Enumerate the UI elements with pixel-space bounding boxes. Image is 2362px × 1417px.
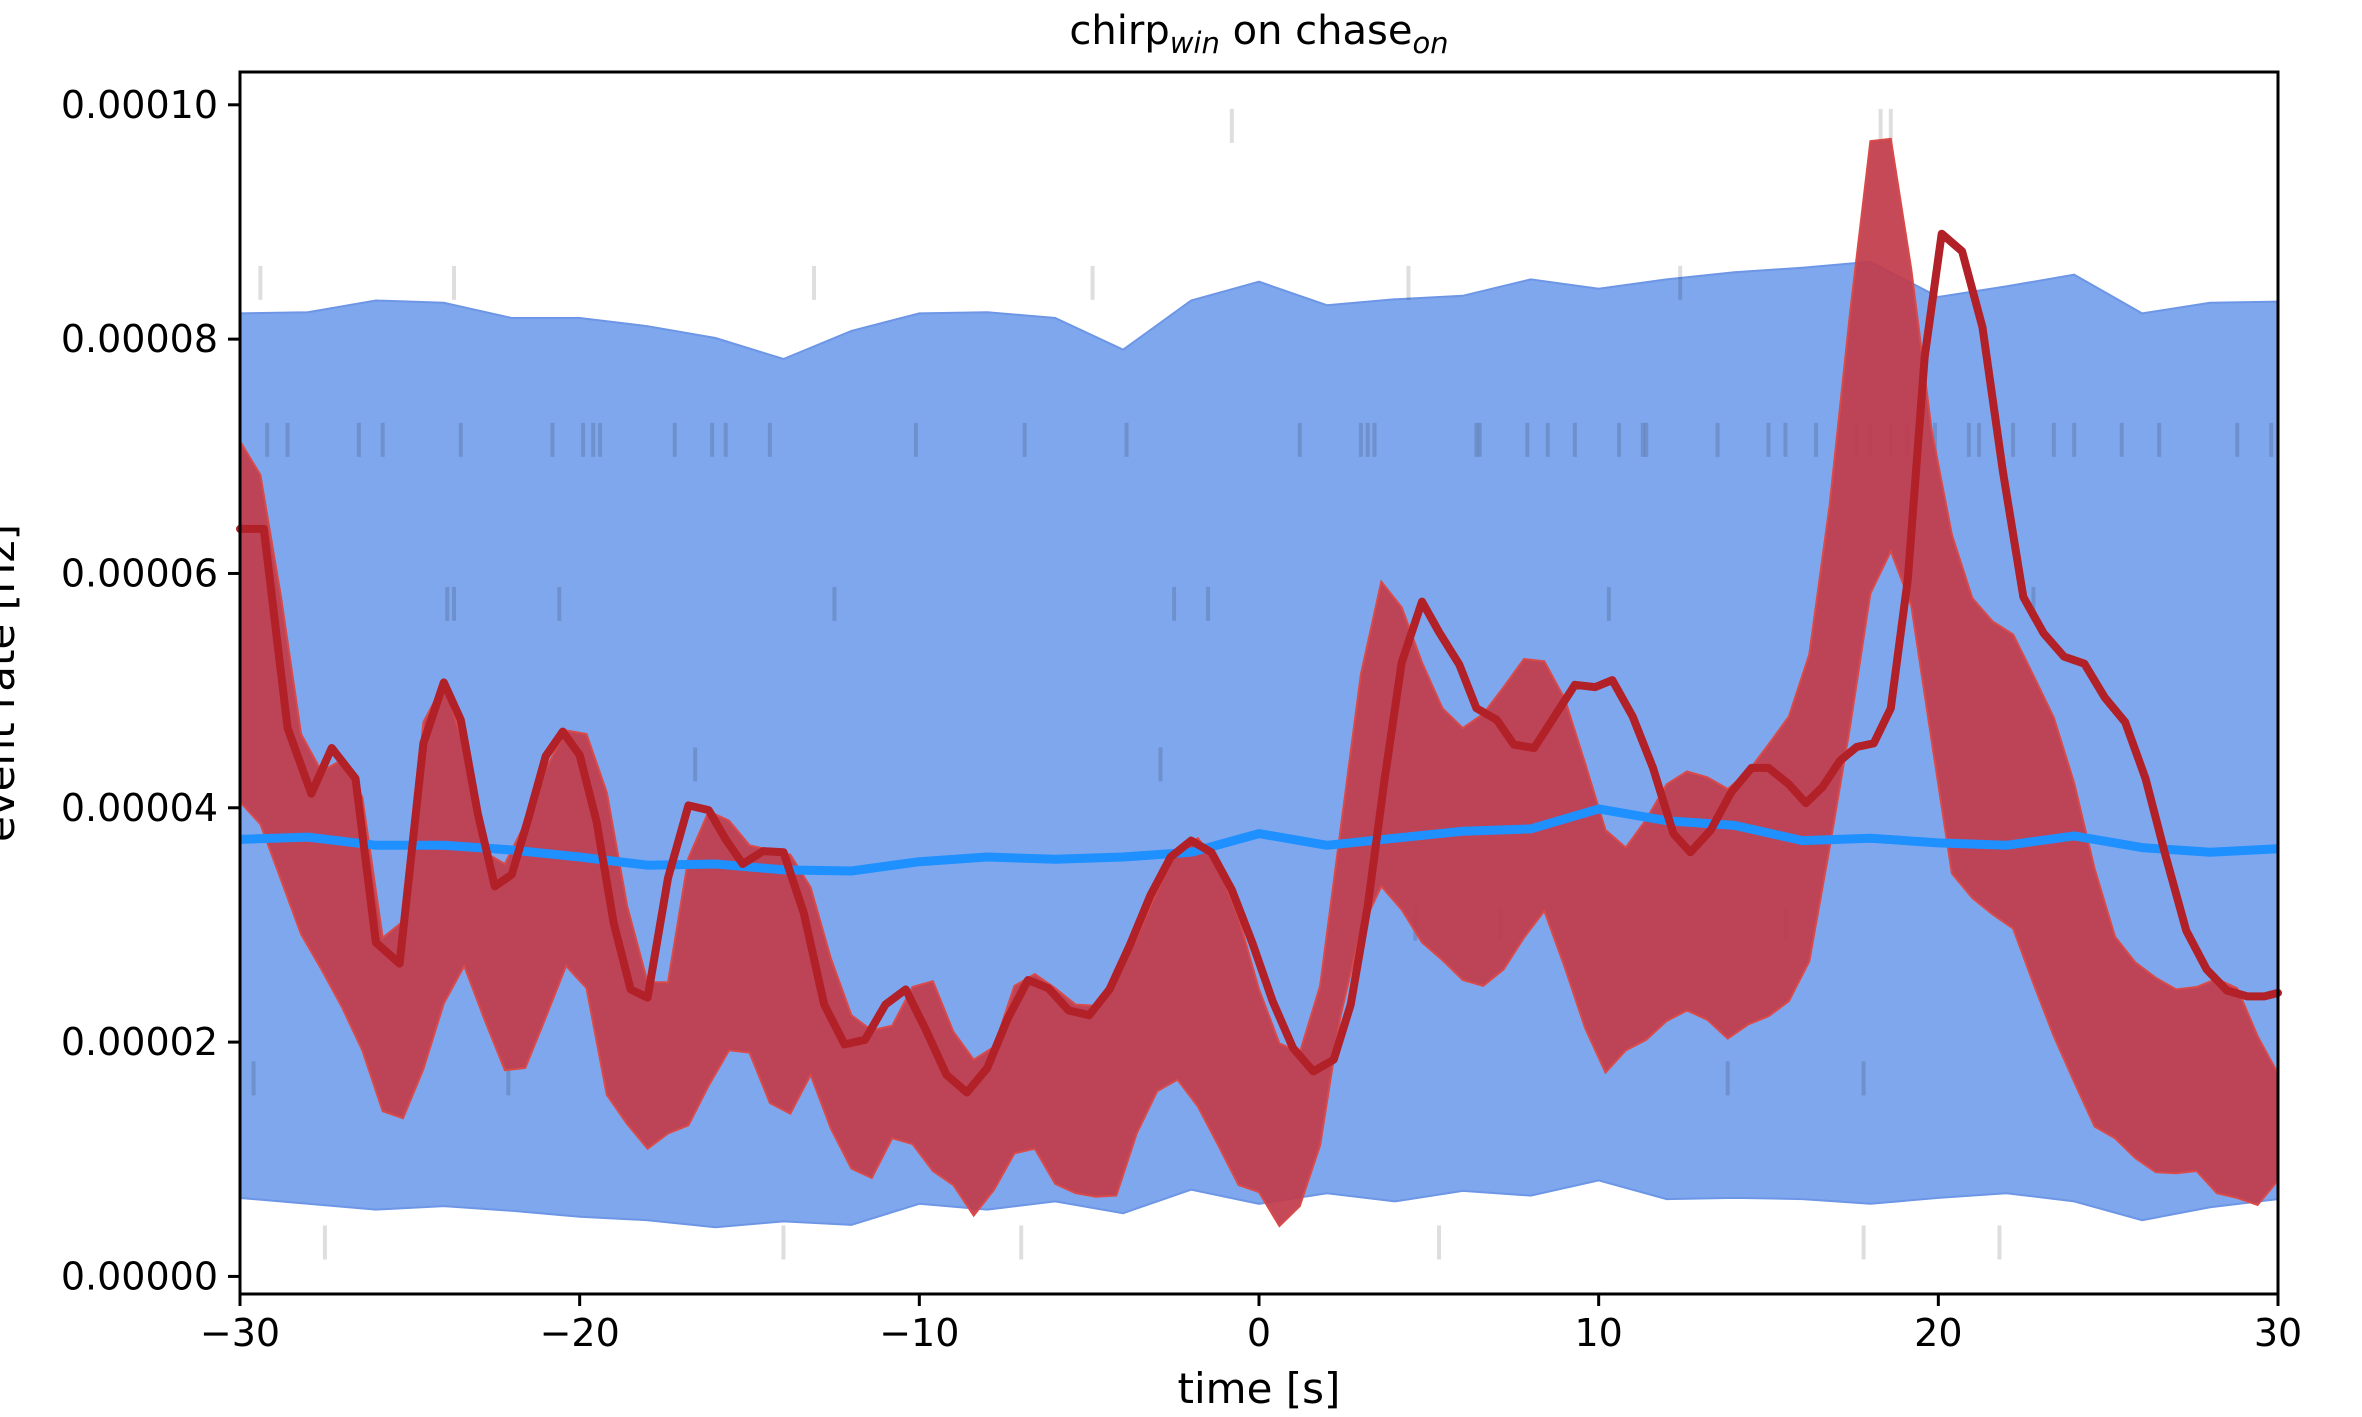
title-subscript-win: win [1170, 26, 1220, 60]
x-tick-label: −10 [879, 1311, 959, 1355]
axes-layer: −30 −20 −10 0 10 20 30 0.00000 0.00002 0.00004 0.0… [61, 83, 2302, 1355]
x-tick-label: 30 [2254, 1311, 2302, 1355]
y-tick-label: 0.00002 [61, 1020, 218, 1064]
y-tick-label: 0.00006 [61, 551, 218, 595]
x-tick-label: −30 [200, 1311, 280, 1355]
x-tick-label: −20 [540, 1311, 620, 1355]
x-tick-label: 0 [1247, 1311, 1271, 1355]
chart-title: chirpwin on chaseon [1069, 8, 1448, 60]
y-tick-label: 0.00004 [61, 786, 218, 830]
y-tick-label: 0.00000 [61, 1254, 218, 1298]
x-tick-label: 20 [1914, 1311, 1962, 1355]
y-tick-label: 0.00010 [61, 83, 218, 127]
title-middle: on chase [1220, 8, 1413, 54]
y-axis-label: event rate [Hz] [0, 524, 24, 842]
x-tick-label: 10 [1574, 1311, 1622, 1355]
title-subscript-on: on [1412, 26, 1448, 60]
series-lines-layer [236, 229, 2282, 1097]
event-ticks-layer [251, 108, 2274, 1260]
x-axis-label: time [s] [1178, 1364, 1341, 1413]
shuffled-median-line [239, 804, 2279, 876]
observed-line [236, 229, 2282, 1097]
y-tick-label: 0.00008 [61, 317, 218, 361]
title-main: chirp [1069, 8, 1169, 54]
